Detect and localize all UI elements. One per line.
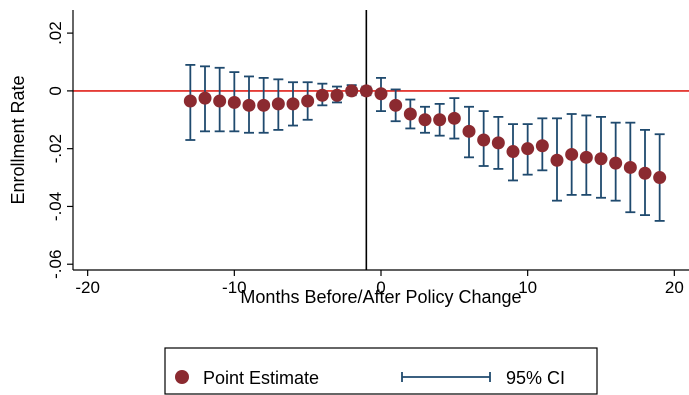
point-estimate-marker [301, 94, 315, 108]
point-estimate-marker [403, 107, 417, 121]
point-estimate-marker [227, 95, 241, 109]
y-tick-label: -.06 [46, 250, 65, 279]
legend-label-point-estimate: Point Estimate [203, 368, 319, 388]
point-estimate-marker [550, 153, 564, 167]
point-estimate-marker [579, 150, 593, 164]
point-estimate-marker [183, 94, 197, 108]
y-tick-label: .02 [46, 21, 65, 45]
point-estimate-marker [198, 91, 212, 105]
point-estimate-marker [213, 94, 227, 108]
point-estimate-marker [271, 97, 285, 111]
point-estimate-marker [521, 142, 535, 156]
legend-label-95-ci: 95% CI [506, 368, 565, 388]
point-estimate-marker [315, 88, 329, 102]
point-estimate-marker [345, 84, 359, 98]
point-estimate-marker [535, 139, 549, 153]
y-tick-label: 0 [46, 86, 65, 95]
point-estimate-marker [447, 111, 461, 125]
x-tick-label: -10 [222, 278, 247, 297]
point-estimate-marker [242, 98, 256, 112]
point-estimate-marker [389, 98, 403, 112]
x-axis-title: Months Before/After Policy Change [240, 287, 521, 307]
x-tick-label: 20 [665, 278, 684, 297]
legend-box [164, 347, 598, 395]
point-estimate-marker [623, 160, 637, 174]
point-estimate-marker [374, 87, 388, 101]
y-tick-label: -.04 [46, 192, 65, 221]
point-estimate-marker [609, 156, 623, 170]
point-estimate-marker [359, 84, 373, 98]
legend: Point Estimate 95% CI [164, 347, 598, 395]
point-estimate-marker [433, 113, 447, 127]
x-tick-label: 10 [518, 278, 537, 297]
point-estimate-marker [506, 145, 520, 159]
axis-layer: -20 -10 0 10 20 .02 0 -.02 -.04 -.06 [46, 10, 689, 297]
point-estimate-layer [183, 84, 667, 185]
point-estimate-marker [418, 113, 432, 127]
x-tick-label: 0 [376, 278, 385, 297]
point-estimate-marker [330, 88, 344, 102]
legend-ci-symbol [401, 372, 491, 382]
x-tick-label: -20 [75, 278, 100, 297]
point-estimate-marker [462, 124, 476, 138]
point-estimate-marker [257, 98, 271, 112]
point-estimate-marker [638, 166, 652, 180]
point-estimate-marker [286, 97, 300, 111]
point-estimate-marker [491, 136, 505, 150]
point-estimate-marker [565, 147, 579, 161]
point-estimate-marker [477, 133, 491, 147]
point-estimate-marker [594, 152, 608, 166]
plot-area [73, 10, 689, 270]
y-axis-title: Enrollment Rate [8, 75, 28, 204]
point-estimate-marker [653, 171, 667, 185]
confidence-interval-layer [185, 63, 665, 222]
y-tick-label: -.02 [46, 134, 65, 163]
legend-point-marker [175, 370, 189, 384]
